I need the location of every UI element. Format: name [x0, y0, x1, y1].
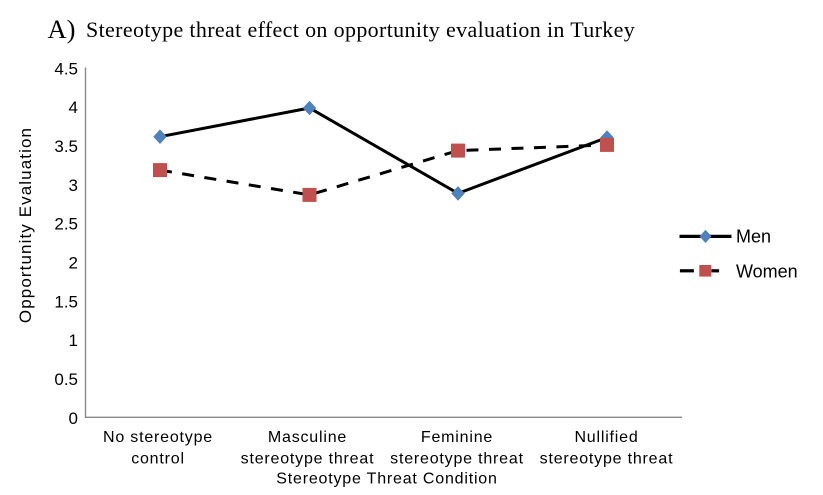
svg-text:Opportunity Evaluation: Opportunity Evaluation: [16, 127, 35, 323]
svg-text:Stereotype Threat Condition: Stereotype Threat Condition: [276, 471, 497, 488]
svg-text:Women: Women: [736, 261, 798, 281]
svg-text:control: control: [131, 450, 185, 467]
svg-text:A): A): [48, 14, 76, 44]
svg-text:0.5: 0.5: [54, 370, 78, 389]
svg-text:0: 0: [69, 409, 78, 428]
svg-text:4: 4: [69, 98, 78, 117]
svg-text:2: 2: [69, 254, 78, 273]
svg-text:Stereotype threat effect on op: Stereotype threat effect on opportunity …: [86, 17, 635, 42]
svg-text:stereotype threat: stereotype threat: [241, 450, 375, 467]
svg-text:Men: Men: [736, 227, 771, 247]
svg-text:4.5: 4.5: [54, 59, 78, 78]
svg-text:stereotype threat: stereotype threat: [540, 450, 674, 467]
svg-text:Masculine: Masculine: [268, 429, 347, 446]
svg-text:1.5: 1.5: [54, 292, 78, 311]
svg-text:2.5: 2.5: [54, 215, 78, 234]
svg-text:stereotype threat: stereotype threat: [390, 450, 524, 467]
svg-text:Nullified: Nullified: [574, 429, 638, 446]
svg-text:No stereotype: No stereotype: [103, 429, 213, 446]
svg-text:3: 3: [69, 176, 78, 195]
svg-text:Feminine: Feminine: [421, 429, 493, 446]
svg-text:1: 1: [69, 331, 78, 350]
svg-text:3.5: 3.5: [54, 137, 78, 156]
